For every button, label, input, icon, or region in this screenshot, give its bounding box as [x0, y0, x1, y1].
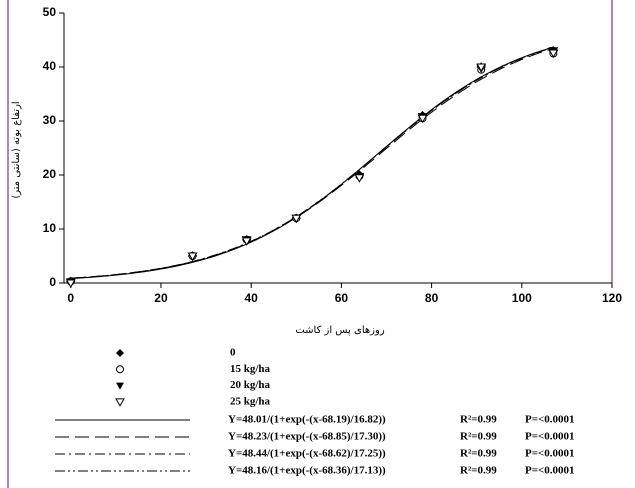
legend-marker	[115, 398, 125, 407]
legend-p: P=<0.0001	[525, 431, 575, 443]
x-tick-label: 20	[154, 291, 168, 305]
x-tick-label: 0	[67, 291, 74, 305]
fit-curve	[70, 47, 554, 279]
fit-curve	[70, 46, 554, 280]
legend-r2: R²=0.99	[460, 431, 497, 443]
legend-marker	[116, 365, 124, 374]
y-tick-label: 40	[43, 59, 57, 73]
legend-p: P=<0.0001	[525, 465, 575, 477]
legend-p: P=<0.0001	[525, 414, 575, 426]
legend-marker	[116, 382, 124, 390]
legend-equation: Y=48.16/(1+exp(-(x-68.36)/17.13))	[228, 465, 386, 477]
data-point	[241, 237, 252, 246]
x-tick-label: 60	[335, 291, 349, 305]
x-axis-label: روزهای پس از کاشت	[295, 325, 384, 336]
data-point	[548, 49, 559, 58]
legend-r2: R²=0.99	[460, 448, 497, 460]
data-point	[65, 279, 76, 289]
legend-label: 20 kg/ha	[230, 379, 271, 391]
legend-label: 0	[230, 347, 236, 359]
x-tick-label: 40	[244, 291, 258, 305]
fit-curve	[70, 47, 554, 279]
y-tick-label: 50	[43, 5, 57, 19]
y-tick-label: 0	[49, 275, 56, 289]
legend-equation: Y=48.01/(1+exp(-(x-68.19)/16.82))	[228, 414, 386, 426]
fit-curve	[70, 46, 554, 279]
legend-label: 25 kg/ha	[230, 395, 271, 407]
data-point	[187, 252, 198, 262]
data-point	[354, 174, 365, 183]
legend-equation: Y=48.23/(1+exp(-(x-68.85)/17.30))	[228, 431, 386, 443]
data-point	[476, 63, 487, 73]
legend-label: 15 kg/ha	[230, 363, 271, 375]
y-tick-label: 30	[43, 113, 57, 127]
x-tick-label: 120	[602, 291, 622, 305]
x-tick-label: 80	[425, 291, 439, 305]
legend-r2: R²=0.99	[460, 414, 497, 426]
legend-marker	[116, 349, 124, 357]
data-point	[291, 214, 302, 224]
legend-r2: R²=0.99	[460, 465, 497, 477]
data-point	[417, 114, 428, 124]
legend-equation: Y=48.44/(1+exp(-(x-68.62)/17.25))	[228, 448, 386, 460]
x-tick-label: 100	[512, 291, 532, 305]
y-tick-label: 10	[43, 221, 57, 235]
legend-p: P=<0.0001	[525, 448, 575, 460]
y-axis-label: ارتفاع بوته (سانتی متر)	[11, 101, 22, 198]
y-tick-label: 20	[43, 167, 57, 181]
